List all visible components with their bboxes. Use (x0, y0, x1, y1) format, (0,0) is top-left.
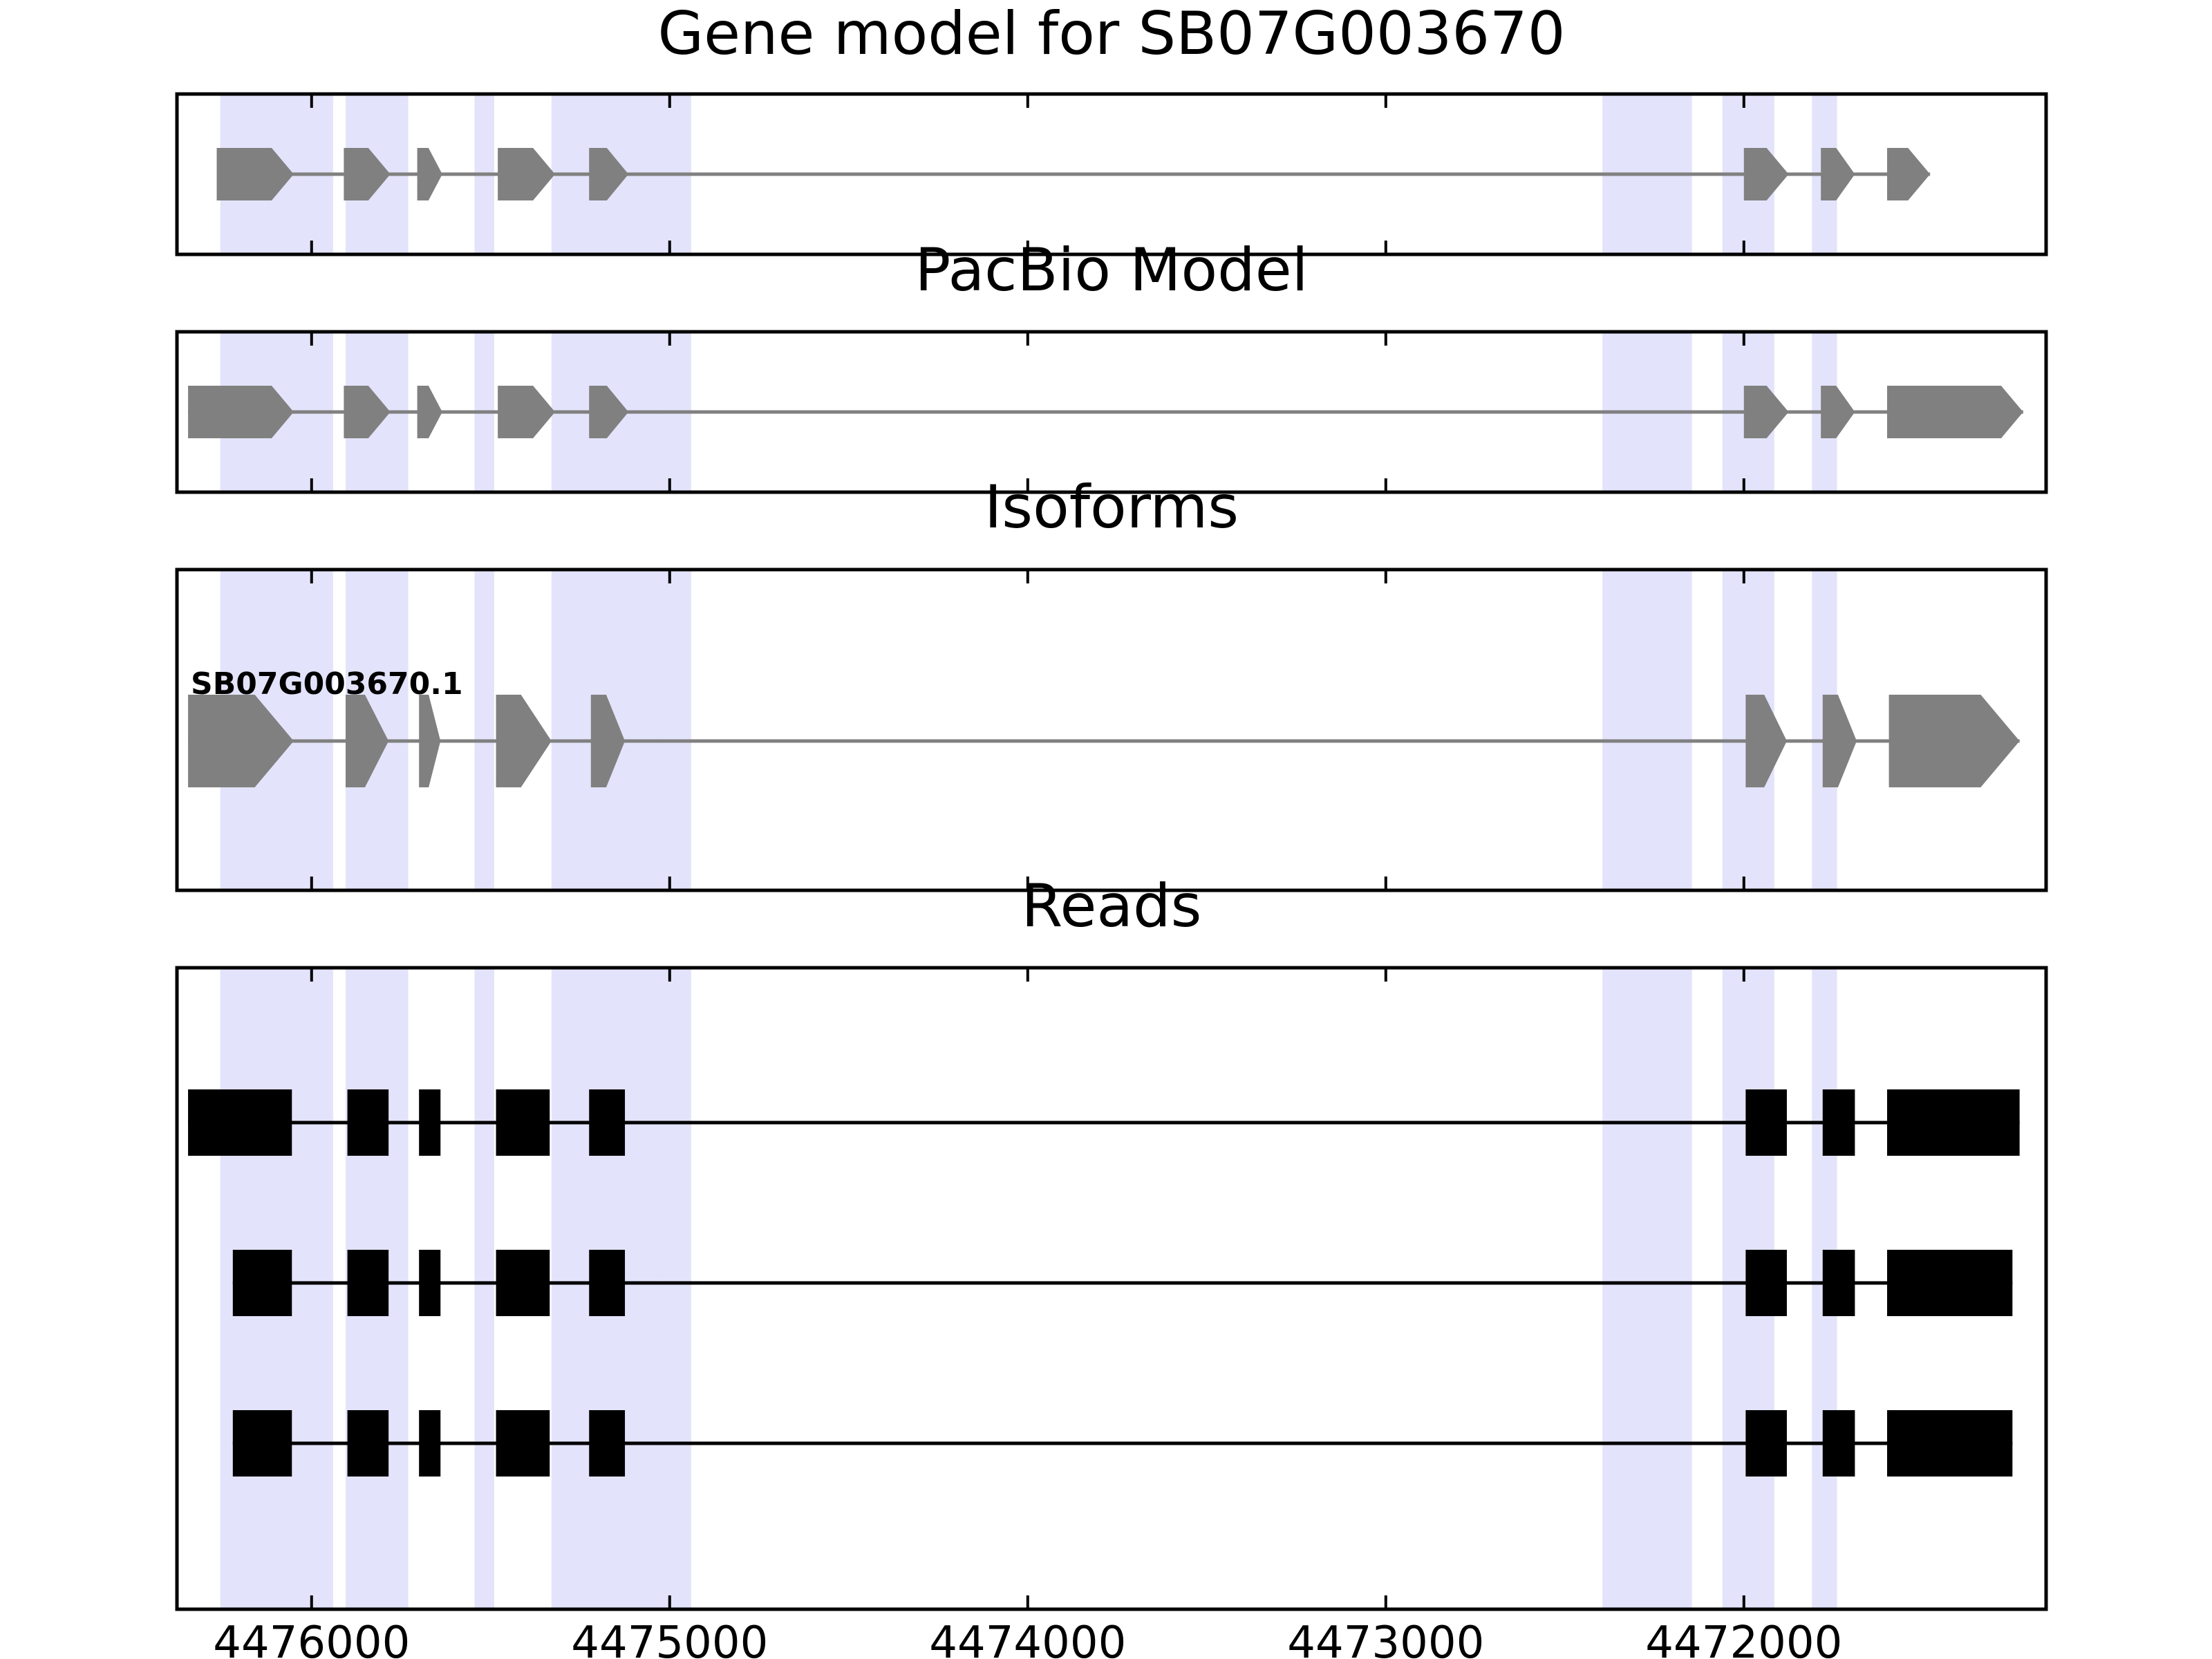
exon-highlight-band (660, 968, 691, 1609)
read-block (1887, 1410, 2013, 1477)
axes-frame (175, 92, 2048, 256)
exon-arrow (419, 695, 441, 787)
exon-arrow (216, 148, 294, 200)
read-block (589, 1089, 626, 1156)
read-block (1745, 1250, 1787, 1316)
exon-arrow (1745, 695, 1787, 787)
read-block (347, 1410, 389, 1477)
read-block (232, 1410, 292, 1477)
exon-arrow (1887, 386, 2023, 438)
exon-arrow (496, 695, 552, 787)
panel-title: Reads (1022, 872, 1202, 941)
exon-arrow (1743, 148, 1789, 200)
read-block (589, 1250, 626, 1316)
read-block (496, 1089, 550, 1156)
exon-arrow (1887, 148, 1931, 200)
exon-arrow (344, 148, 391, 200)
x-tick-label: 4476000 (213, 1618, 410, 1659)
read-block (496, 1410, 550, 1477)
exon-arrow (188, 695, 294, 787)
read-3 (232, 1410, 2013, 1477)
read-block (1745, 1089, 1787, 1156)
exon-highlight-band (1602, 968, 1692, 1609)
exon-arrow (417, 386, 442, 438)
exon-arrow (188, 386, 294, 438)
read-block (347, 1250, 389, 1316)
exon-arrow (345, 695, 389, 787)
panel-title: Isoforms (984, 473, 1239, 542)
read-block (1887, 1250, 2013, 1316)
read-block (1822, 1410, 1855, 1477)
panel-reads-3: Reads (175, 872, 2048, 1611)
x-tick-label: 4475000 (571, 1618, 768, 1659)
read-block (1745, 1410, 1787, 1477)
exon-highlight-band (474, 570, 494, 890)
exon-arrow (589, 148, 629, 200)
axes-frame (175, 568, 2048, 892)
exon-arrow (344, 386, 391, 438)
exon-arrow (498, 386, 556, 438)
exon-highlight-band (474, 968, 494, 1609)
exon-arrow (1743, 386, 1789, 438)
read-block (1822, 1250, 1855, 1316)
exon-arrow (498, 148, 556, 200)
exon-arrow (1822, 695, 1857, 787)
read-2 (232, 1250, 2013, 1316)
panel-gene-0: Gene model for SB07G003670 (175, 0, 2048, 256)
exon-arrow (1888, 695, 2020, 787)
panel-gene-1: PacBio Model (175, 236, 2048, 494)
x-tick-label: 4473000 (1287, 1618, 1484, 1659)
read-block (419, 1410, 441, 1477)
read-block (1887, 1089, 2020, 1156)
read-block (589, 1410, 626, 1477)
read-block (419, 1250, 441, 1316)
read-block (232, 1250, 292, 1316)
x-tick-label: 4474000 (929, 1618, 1126, 1659)
axes-frame (175, 966, 2048, 1611)
panel-isoform-2: Isoforms SB07G003670.1 (175, 473, 2048, 892)
exon-arrow (1821, 386, 1855, 438)
panel-title: Gene model for SB07G003670 (658, 0, 1566, 68)
read-1 (188, 1089, 2020, 1156)
exon-arrow (590, 695, 626, 787)
axes-frame (175, 330, 2048, 494)
read-block (419, 1089, 441, 1156)
exon-arrow (589, 386, 629, 438)
read-block (347, 1089, 389, 1156)
exon-arrow (417, 148, 442, 200)
exon-arrow (1821, 148, 1855, 200)
exon-highlight-band (1602, 570, 1692, 890)
panel-title: PacBio Model (915, 236, 1308, 305)
x-tick-label: 4472000 (1645, 1618, 1842, 1659)
exon-highlight-band (660, 570, 691, 890)
read-block (188, 1089, 292, 1156)
read-block (496, 1250, 550, 1316)
isoform-label: SB07G003670.1 (191, 666, 463, 702)
read-block (1822, 1089, 1855, 1156)
